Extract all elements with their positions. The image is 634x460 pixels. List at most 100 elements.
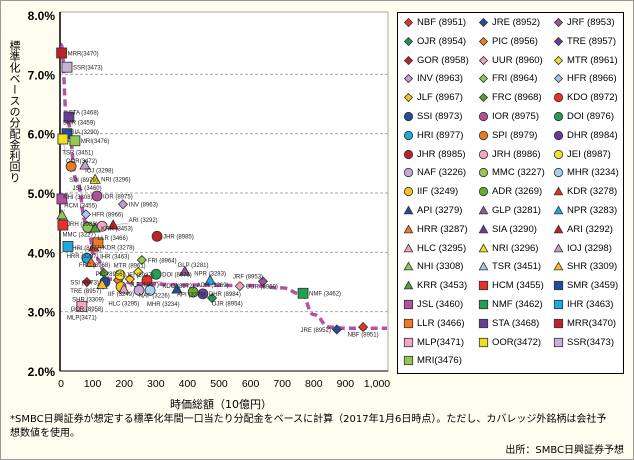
diamond-marker-icon bbox=[553, 17, 564, 28]
legend-marker bbox=[403, 74, 414, 84]
triangle-marker-icon bbox=[553, 224, 564, 234]
legend-label: GLP (3281) bbox=[492, 205, 541, 216]
legend-item: HLC (3295) bbox=[403, 243, 466, 254]
point-label: SPI (8979) bbox=[69, 178, 98, 184]
legend-marker bbox=[403, 17, 414, 28]
legend-item: JEI (8987) bbox=[553, 149, 611, 160]
data-point bbox=[61, 61, 73, 73]
point-label: HRR (3287) bbox=[67, 254, 99, 260]
point-label: SIA (3290) bbox=[71, 130, 99, 136]
circle-marker-icon bbox=[478, 168, 489, 178]
square-marker-icon bbox=[553, 337, 564, 347]
point-label: HCM (3455) bbox=[64, 203, 97, 209]
data-point bbox=[141, 274, 153, 286]
point-label: FRI (8964) bbox=[148, 258, 177, 264]
point-label: ARI (3292) bbox=[129, 218, 158, 224]
legend-marker bbox=[478, 224, 489, 234]
legend-label: JRF (8953) bbox=[567, 17, 615, 28]
circle-marker-icon bbox=[403, 111, 414, 122]
y-axis-label: 標準化ベースの分配金利回り bbox=[8, 40, 21, 183]
circle-marker-icon bbox=[553, 93, 564, 103]
legend-label: FRC (8968) bbox=[492, 92, 542, 104]
plot-area bbox=[59, 11, 389, 372]
legend-item: JSL (3460) bbox=[403, 299, 463, 310]
data-point bbox=[136, 254, 147, 266]
legend-label: NPR (3283) bbox=[567, 205, 618, 216]
legend-label: IOR (8975) bbox=[492, 111, 539, 122]
legend-marker bbox=[403, 205, 414, 215]
legend-item: SHR (3309) bbox=[553, 261, 617, 272]
legend-label: FRI (8964) bbox=[492, 73, 538, 85]
legend-item: JRH (8986) bbox=[478, 149, 541, 160]
data-point bbox=[187, 286, 199, 298]
legend-label: MHR (3234) bbox=[567, 167, 619, 179]
legend-item: API (3279) bbox=[403, 205, 462, 216]
y-tick-label: 5.0% bbox=[28, 187, 56, 201]
data-point bbox=[63, 111, 75, 123]
legend: NBF (8951) JRE (8952) JRF (8953) OJR (8954)… bbox=[397, 12, 624, 374]
legend-label: NMF (3462) bbox=[492, 299, 543, 310]
data-point bbox=[92, 237, 104, 249]
data-point bbox=[89, 222, 101, 233]
x-tick-label: 400 bbox=[179, 378, 197, 390]
data-point bbox=[151, 230, 163, 242]
triangle-marker-icon bbox=[403, 280, 414, 290]
legend-marker bbox=[553, 186, 564, 196]
markers bbox=[56, 47, 369, 335]
legend-marker bbox=[553, 299, 564, 310]
legend-label: MRR(3470) bbox=[567, 317, 617, 329]
legend-item: NAF (3226) bbox=[403, 167, 466, 178]
point-label: SMR (3459) bbox=[63, 120, 95, 126]
legend-item: GLP (3281) bbox=[478, 205, 541, 216]
legend-label: JEI (8987) bbox=[567, 148, 611, 160]
legend-marker bbox=[478, 130, 489, 140]
point-label: ADR (3269) bbox=[197, 283, 229, 289]
point-label: MMC (3227) bbox=[63, 232, 96, 238]
legend-label: NAF (3226) bbox=[417, 167, 467, 179]
square-marker-icon bbox=[478, 281, 489, 291]
x-tick-label: 1,000 bbox=[364, 378, 390, 390]
legend-item: JLF (8967) bbox=[403, 92, 463, 103]
square-marker-icon bbox=[478, 318, 489, 328]
data-point bbox=[80, 209, 92, 220]
legend-item: NHI (3308) bbox=[403, 261, 463, 272]
triangle-marker-icon bbox=[553, 205, 564, 215]
legend-marker bbox=[478, 111, 489, 122]
legend-item: FRI (8964) bbox=[478, 73, 537, 84]
legend-item: NMF (3462) bbox=[478, 299, 543, 310]
data-point bbox=[91, 190, 103, 202]
data-point bbox=[114, 269, 126, 281]
point-label: GLP (3281) bbox=[178, 263, 209, 269]
legend-item: SIA (3290) bbox=[478, 224, 537, 235]
legend-item: IIF (3249) bbox=[403, 186, 458, 197]
legend-label: MMC (3227) bbox=[492, 167, 545, 179]
point-label: JSL (3460) bbox=[73, 186, 102, 192]
legend-label: IHR (3463) bbox=[567, 299, 614, 310]
legend-marker bbox=[403, 111, 414, 122]
legend-marker bbox=[478, 55, 489, 65]
x-tick-label: 0 bbox=[58, 378, 64, 390]
x-tick-label: 500 bbox=[210, 378, 228, 390]
legend-label: SHR (3309) bbox=[567, 261, 618, 273]
legend-item: FRC (8968) bbox=[478, 92, 542, 103]
legend-label: IIF (3249) bbox=[417, 186, 459, 198]
legend-label: ADR (3269) bbox=[492, 186, 543, 198]
y-tick-label: 2.0% bbox=[28, 365, 56, 379]
diamond-marker-icon bbox=[403, 36, 414, 46]
point-label: IOJ (3298) bbox=[85, 168, 113, 174]
point-label: HLC (3295) bbox=[108, 302, 139, 308]
legend-label: OJR (8954) bbox=[417, 35, 467, 47]
legend-item: PIC (8956) bbox=[478, 36, 538, 47]
legend-marker bbox=[403, 243, 414, 252]
legend-marker bbox=[478, 187, 489, 197]
footnote: *SMBC日興証券が想定する標準化年間一口当たり分配金をベースに計算（2017年… bbox=[10, 414, 607, 439]
data-point bbox=[107, 219, 119, 230]
point-label: MRR(3470) bbox=[68, 51, 99, 57]
data-point bbox=[171, 283, 183, 294]
data-point bbox=[81, 276, 92, 288]
data-point bbox=[56, 47, 68, 59]
legend-label: DOI (8976) bbox=[567, 111, 614, 122]
square-marker-icon bbox=[403, 299, 414, 310]
triangle-marker-icon bbox=[478, 205, 489, 215]
